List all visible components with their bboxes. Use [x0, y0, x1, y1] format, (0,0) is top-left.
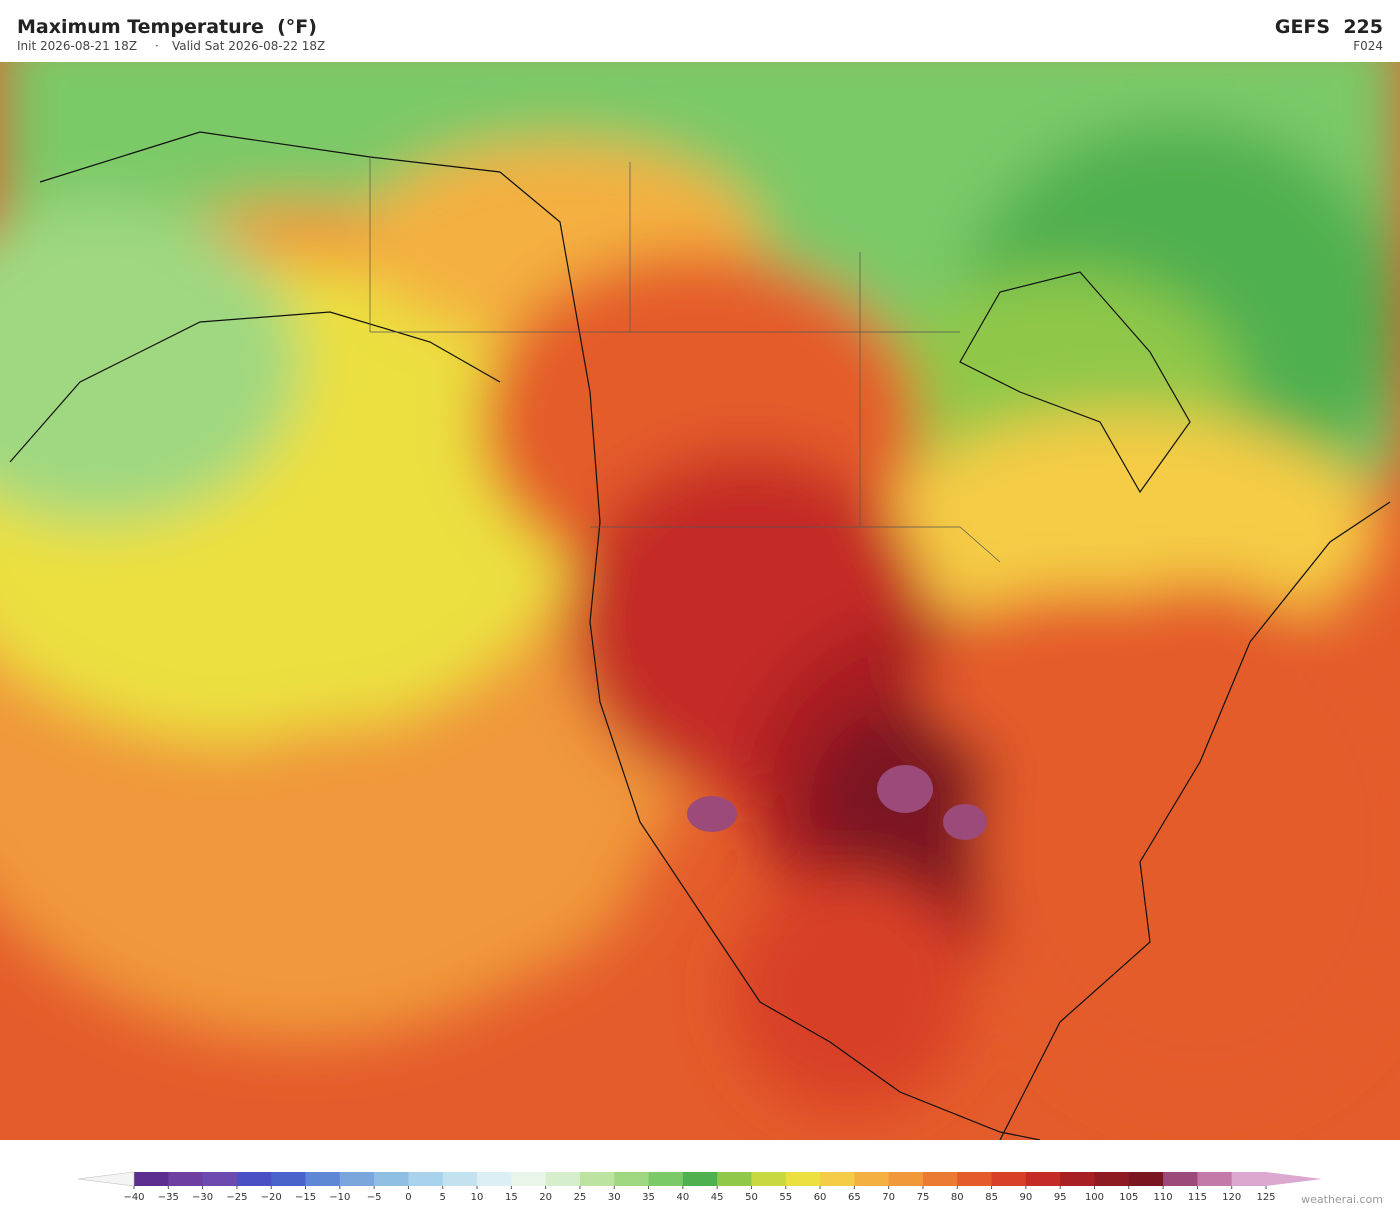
- colorbar-segment: [1128, 1172, 1164, 1186]
- hot-spot: [687, 796, 737, 832]
- colorbar-tick-label: 35: [642, 1192, 655, 1203]
- colorbar-tick-label: 80: [951, 1192, 964, 1203]
- colorbar-tick-label: 115: [1188, 1192, 1207, 1203]
- colorbar-extend-high: [1266, 1172, 1322, 1186]
- colorbar-tick-label: 50: [745, 1192, 758, 1203]
- colorbar-tick-label: −15: [295, 1192, 316, 1203]
- colorbar-segment: [374, 1172, 409, 1186]
- colorbar-tick-label: 25: [574, 1192, 587, 1203]
- colorbar-tick-label: 60: [814, 1192, 827, 1203]
- colorbar: −40 −35 −30 −25 −20 −15 −10 −5 0 5 10 15 20 25 30 35 40 4…: [77, 1171, 1322, 1203]
- colorbar-segment: [545, 1172, 581, 1186]
- borders: [369, 157, 1001, 563]
- coastline: [9, 131, 1391, 1140]
- colorbar-segment: [1025, 1172, 1061, 1186]
- colorbar-tick-label: 110: [1154, 1192, 1173, 1203]
- colorbar-segment: [271, 1172, 307, 1186]
- colorbar-tick-label: 90: [1020, 1192, 1033, 1203]
- colorbar-segment: [1231, 1172, 1267, 1186]
- colorbar-segment: [134, 1172, 169, 1186]
- colorbar-segment: [957, 1172, 993, 1186]
- colorbar-tick-label: 95: [1054, 1192, 1067, 1203]
- colorbar-tick-label: 125: [1256, 1192, 1275, 1203]
- colorbar-tick-label: −30: [192, 1192, 213, 1203]
- colorbar-segment: [648, 1172, 684, 1186]
- colorbar-tick-label: −35: [158, 1192, 179, 1203]
- colorbar-segment: [820, 1172, 855, 1186]
- hot-spot: [943, 804, 987, 840]
- colorbar-tick-label: 100: [1085, 1192, 1104, 1203]
- colorbar-segment: [717, 1172, 752, 1186]
- colorbar-segment: [1163, 1172, 1198, 1186]
- colorbar-tick-label: 75: [917, 1192, 930, 1203]
- model-name: GEFS 225: [1274, 16, 1383, 38]
- colorbar-tick-label: −5: [367, 1192, 382, 1203]
- colorbar-segment: [442, 1172, 478, 1186]
- colorbar-tick-label: −20: [261, 1192, 282, 1203]
- colorbar-segment: [614, 1172, 650, 1186]
- colorbar-tick-label: 30: [608, 1192, 621, 1203]
- colorbar-tick-label: 120: [1222, 1192, 1241, 1203]
- colorbar-tick-label: 70: [882, 1192, 895, 1203]
- colorbar-segment: [785, 1172, 821, 1186]
- colorbar-segment: [236, 1172, 272, 1186]
- colorbar-tick-label: −25: [226, 1192, 247, 1203]
- colorbar-segment: [477, 1172, 512, 1186]
- colorbar-segment: [922, 1172, 958, 1186]
- colorbar-segment: [202, 1172, 238, 1186]
- colorbar-segment: [854, 1172, 890, 1186]
- forecast-hour: F024: [1353, 39, 1383, 53]
- colorbar-segment: [339, 1172, 375, 1186]
- colorbar-segment: [511, 1172, 547, 1186]
- colorbar-segment: [751, 1172, 787, 1186]
- separator: ·: [155, 39, 159, 53]
- colorbar-tick-label: 105: [1119, 1192, 1138, 1203]
- map: [0, 62, 1400, 1140]
- valid-time: Valid Sat 2026-08-22 18Z: [172, 39, 326, 53]
- colorbar-segment: [991, 1172, 1027, 1186]
- colorbar-tick-label: −10: [329, 1192, 350, 1203]
- credit: weatherai.com: [1301, 1193, 1383, 1206]
- colorbar-segment: [888, 1172, 924, 1186]
- colorbar-segment: [408, 1172, 444, 1186]
- hot-spot: [877, 765, 933, 813]
- colorbar-extend-low: [77, 1171, 135, 1187]
- colorbar-tick-label: 45: [711, 1192, 724, 1203]
- colorbar-tick-label: 10: [471, 1192, 484, 1203]
- colorbar-tick-label: −40: [123, 1192, 144, 1203]
- colorbar-tick-label: 40: [676, 1192, 689, 1203]
- colorbar-segment: [682, 1172, 718, 1186]
- colorbar-tick-label: 15: [505, 1192, 518, 1203]
- colorbar-tick-label: 85: [985, 1192, 998, 1203]
- colorbar-segment: [1060, 1172, 1095, 1186]
- colorbar-segment: [1094, 1172, 1130, 1186]
- colorbar-tick-label: 20: [539, 1192, 552, 1203]
- colorbar-tick-label: 65: [848, 1192, 861, 1203]
- colorbar-tick-label: 5: [440, 1192, 446, 1203]
- init-time: Init 2026-08-21 18Z: [17, 39, 138, 53]
- colorbar-segment: [579, 1172, 615, 1186]
- colorbar-segment: [168, 1172, 204, 1186]
- colorbar-tick-label: 55: [779, 1192, 792, 1203]
- title: Maximum Temperature (°F): [17, 16, 317, 38]
- colorbar-segment: [1197, 1172, 1233, 1186]
- colorbar-tick-label: 0: [405, 1192, 411, 1203]
- colorbar-segment: [305, 1172, 341, 1186]
